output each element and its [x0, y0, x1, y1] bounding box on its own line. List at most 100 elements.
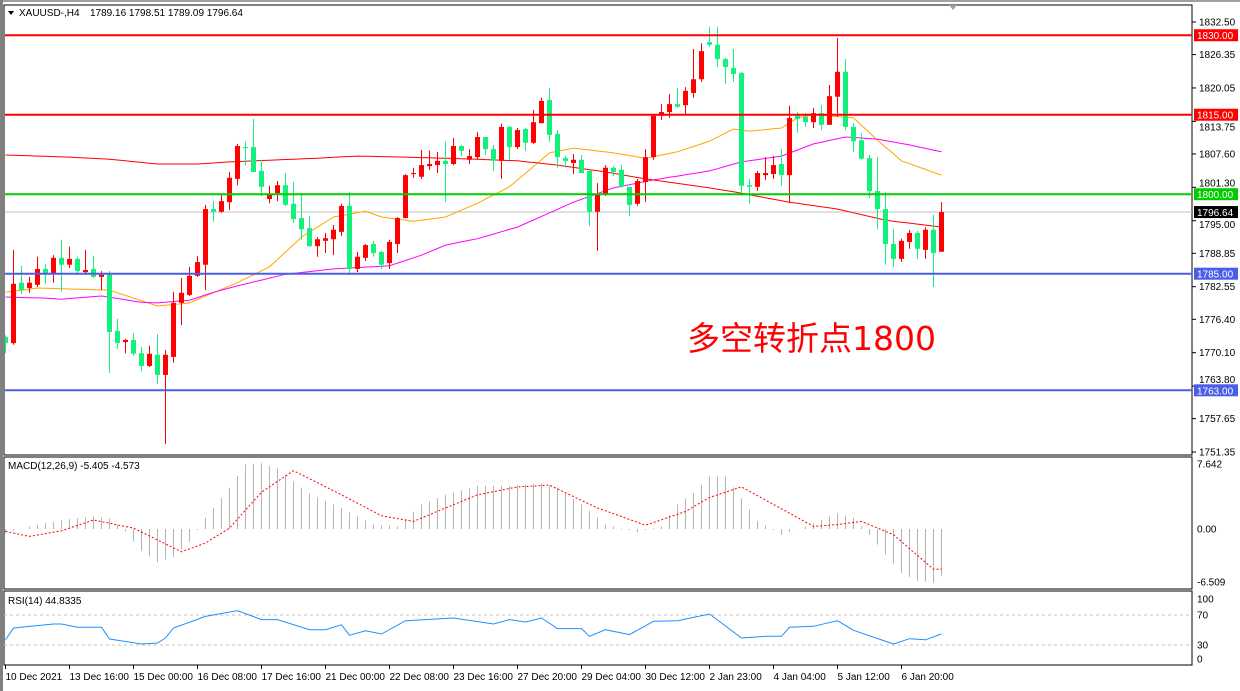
candle-body-bull: [123, 339, 128, 343]
ma-slow-line: [5, 154, 942, 228]
candle-body-bull: [171, 302, 176, 357]
macd-y-tick-label: -6.509: [1197, 578, 1226, 589]
candle: [859, 133, 864, 160]
x-tick-label: 23 Dec 16:00: [454, 672, 514, 683]
candle: [155, 334, 160, 384]
candle-body-bull: [395, 218, 400, 245]
x-tick-label: 22 Dec 08:00: [390, 672, 450, 683]
candle: [923, 227, 928, 259]
rsi-pane[interactable]: [3, 590, 1193, 666]
candle-body-bull: [683, 90, 688, 106]
candle-body-bear: [459, 145, 464, 151]
candle: [707, 26, 712, 47]
x-tick-label: 2 Jan 23:00: [710, 672, 763, 683]
candle: [27, 276, 32, 293]
symbol-label: XAUUSD-,H4: [19, 8, 80, 19]
ma-mid-line: [5, 136, 942, 304]
candle: [179, 277, 184, 326]
x-tick-label: 6 Jan 20:00: [902, 672, 955, 683]
candle-body-bull: [67, 258, 72, 265]
candle: [587, 170, 592, 227]
dropdown-triangle-icon[interactable]: [8, 11, 14, 15]
candle-body-bear: [587, 170, 592, 212]
candle-body-bull: [435, 160, 440, 166]
candle-body-bull: [419, 165, 424, 177]
candle-body-bear: [723, 59, 728, 68]
candle: [387, 239, 392, 269]
candle-body-bull: [515, 130, 520, 148]
candle: [435, 151, 440, 174]
candle: [627, 186, 632, 216]
candle: [611, 166, 616, 177]
candle-body-bull: [195, 262, 200, 276]
x-tick-label: 16 Dec 08:00: [198, 672, 258, 683]
candle-body-bull: [643, 157, 648, 183]
price-tag-bg: [1194, 108, 1238, 121]
annotation-text: 多空转折点1800: [687, 319, 936, 358]
candle-body-bear: [347, 205, 352, 269]
candle: [251, 118, 256, 172]
candle-body-bear: [875, 191, 880, 210]
main-plot: [5, 26, 1192, 444]
x-tick-label: 10 Dec 2021: [6, 672, 63, 683]
price-tag-label: 1785.00: [1197, 270, 1234, 281]
candle: [35, 256, 40, 287]
price-tag-bg: [1194, 267, 1238, 280]
candle: [499, 123, 504, 179]
candle-body-bull: [939, 212, 944, 252]
candle-body-bull: [787, 117, 792, 176]
candle-body-bear: [115, 330, 120, 344]
macd-plot: [5, 463, 942, 583]
candle-body-bull: [363, 245, 368, 258]
candle-body-bull: [323, 238, 328, 241]
candle-body-bear: [259, 170, 264, 187]
candle: [523, 127, 528, 151]
candle: [683, 87, 688, 115]
candle-body-bear: [523, 129, 528, 143]
rsi-y-tick-label: 0: [1197, 655, 1203, 666]
candle: [139, 346, 144, 372]
candle: [731, 49, 736, 82]
shift-marker-icon[interactable]: [949, 5, 957, 10]
candle: [411, 167, 416, 178]
candle: [875, 157, 880, 230]
candle: [675, 88, 680, 108]
macd-y-tick-label: 7.642: [1197, 460, 1222, 471]
candle-body-bear: [779, 164, 784, 176]
candle-body-bear: [611, 167, 616, 172]
candle-body-bear: [715, 44, 720, 60]
candle: [635, 178, 640, 206]
candle: [219, 194, 224, 213]
candle-body-bull: [771, 165, 776, 175]
y-tick-label: 1776.40: [1199, 315, 1236, 326]
y-tick-label: 1813.75: [1199, 123, 1236, 134]
candle-body-bear: [243, 147, 248, 149]
rsi-y-tick-label: 100: [1197, 595, 1214, 606]
macd-signal-line: [5, 470, 942, 570]
candle: [651, 114, 656, 160]
candle-body-bull: [83, 270, 88, 273]
candle-body-bull: [403, 175, 408, 219]
price-tag-label: 1815.00: [1197, 111, 1234, 122]
candle-body-bear: [867, 158, 872, 192]
candle-body-bull: [467, 156, 472, 160]
candle-body-bull: [451, 145, 456, 165]
candle: [59, 239, 64, 292]
price-tag-label: 1800.00: [1197, 190, 1234, 201]
candle-body-bear: [251, 147, 256, 172]
candle-body-bear: [891, 244, 896, 259]
candle: [163, 350, 168, 444]
candle: [891, 229, 896, 267]
candle-body-bull: [811, 113, 816, 123]
candle-body-bull: [531, 122, 536, 143]
candle-body-bull: [763, 173, 768, 176]
candle: [187, 266, 192, 296]
candle: [763, 157, 768, 180]
candle: [563, 156, 568, 168]
candle-body-bear: [555, 133, 560, 158]
macd-y-tick-label: 0.00: [1197, 525, 1217, 536]
candle: [5, 335, 8, 354]
candle-body-bear: [139, 353, 144, 366]
candle: [755, 170, 760, 192]
